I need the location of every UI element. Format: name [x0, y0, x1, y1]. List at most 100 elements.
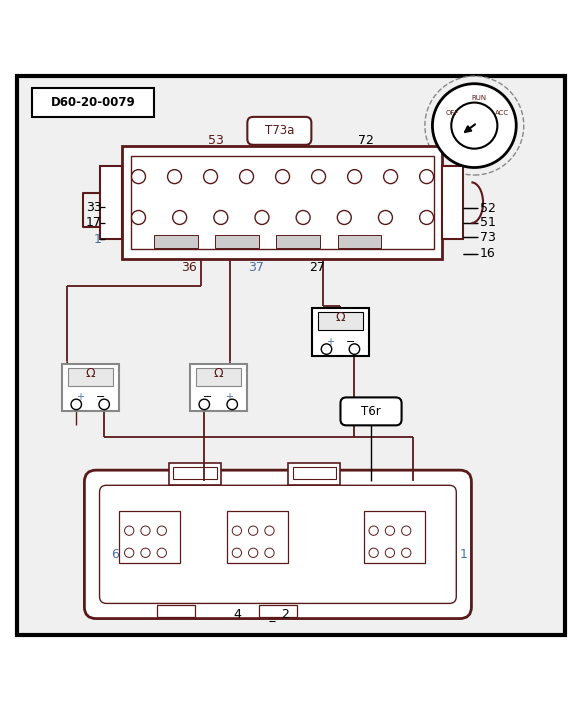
Circle shape	[338, 210, 352, 225]
Bar	[259, 604, 297, 617]
Text: 27: 27	[309, 260, 325, 274]
Circle shape	[369, 526, 378, 535]
Text: Ω: Ω	[336, 311, 345, 324]
Text: RUN: RUN	[471, 95, 487, 101]
Bar	[68, 368, 113, 386]
Circle shape	[141, 526, 150, 535]
Circle shape	[384, 170, 398, 183]
Circle shape	[385, 526, 395, 535]
Text: 1: 1	[460, 548, 468, 561]
Bar	[100, 166, 122, 239]
Text: Ω: Ω	[86, 367, 95, 380]
FancyBboxPatch shape	[100, 486, 456, 604]
Circle shape	[157, 526, 166, 535]
Bar	[227, 511, 288, 563]
Circle shape	[249, 526, 258, 535]
Circle shape	[425, 76, 524, 175]
Circle shape	[349, 344, 360, 354]
Bar	[32, 87, 154, 117]
Circle shape	[125, 526, 134, 535]
Circle shape	[125, 548, 134, 557]
FancyBboxPatch shape	[84, 470, 471, 619]
Bar	[288, 463, 340, 485]
Circle shape	[240, 170, 254, 183]
Text: 2: 2	[281, 608, 289, 621]
Bar	[157, 604, 195, 617]
Text: OFF: OFF	[446, 109, 459, 116]
Bar	[119, 511, 180, 563]
Bar	[131, 156, 434, 249]
Circle shape	[132, 210, 146, 225]
Text: 17: 17	[86, 216, 102, 230]
Circle shape	[255, 210, 269, 225]
Circle shape	[402, 526, 411, 535]
Text: 16: 16	[480, 247, 496, 260]
Text: 53: 53	[208, 134, 224, 146]
Text: 6: 6	[111, 548, 119, 561]
Circle shape	[265, 526, 274, 535]
FancyBboxPatch shape	[340, 397, 402, 425]
Circle shape	[132, 170, 146, 183]
Text: Ω: Ω	[214, 367, 223, 380]
Text: 37: 37	[248, 260, 264, 274]
Bar	[276, 235, 320, 248]
FancyBboxPatch shape	[247, 117, 311, 145]
Circle shape	[385, 548, 395, 557]
Circle shape	[451, 102, 498, 149]
Text: 51: 51	[480, 216, 496, 230]
Bar	[122, 146, 442, 260]
Text: 4: 4	[233, 608, 242, 621]
Bar	[293, 467, 336, 479]
Circle shape	[168, 170, 182, 183]
Text: 73: 73	[480, 231, 496, 244]
Circle shape	[265, 548, 274, 557]
Bar	[312, 309, 369, 356]
Text: D60-20-0079: D60-20-0079	[51, 96, 136, 109]
Circle shape	[227, 399, 237, 410]
Bar	[442, 166, 463, 239]
Circle shape	[369, 548, 378, 557]
Circle shape	[232, 548, 242, 557]
Bar	[318, 312, 363, 331]
Circle shape	[402, 548, 411, 557]
Text: −: −	[96, 392, 105, 402]
Text: 33: 33	[86, 201, 102, 213]
Text: +: +	[225, 392, 233, 402]
Bar	[173, 467, 217, 479]
Text: +: +	[326, 337, 334, 347]
Bar	[169, 463, 221, 485]
Circle shape	[214, 210, 228, 225]
Circle shape	[232, 526, 242, 535]
Bar	[154, 235, 198, 248]
Bar	[190, 363, 247, 412]
Circle shape	[99, 399, 109, 410]
Text: 1: 1	[94, 232, 102, 245]
Circle shape	[71, 399, 81, 410]
Circle shape	[276, 170, 289, 183]
Text: −: −	[346, 337, 356, 347]
Text: T6r: T6r	[361, 405, 381, 418]
Circle shape	[347, 170, 361, 183]
Circle shape	[296, 210, 310, 225]
Bar	[338, 235, 381, 248]
Text: 36: 36	[181, 260, 197, 274]
Circle shape	[321, 344, 332, 354]
Bar	[62, 363, 119, 412]
Circle shape	[420, 210, 434, 225]
Circle shape	[378, 210, 392, 225]
Circle shape	[432, 84, 516, 168]
Text: ACC: ACC	[495, 109, 509, 116]
Text: 52: 52	[480, 202, 496, 215]
Text: 72: 72	[358, 134, 374, 146]
Circle shape	[141, 548, 150, 557]
Text: +: +	[76, 392, 84, 402]
Circle shape	[249, 548, 258, 557]
Bar	[215, 235, 259, 248]
Text: T73a: T73a	[265, 124, 294, 137]
Bar	[364, 511, 425, 563]
Circle shape	[173, 210, 187, 225]
Text: −: −	[203, 392, 212, 402]
Bar	[196, 368, 241, 386]
Circle shape	[199, 399, 210, 410]
Circle shape	[204, 170, 218, 183]
